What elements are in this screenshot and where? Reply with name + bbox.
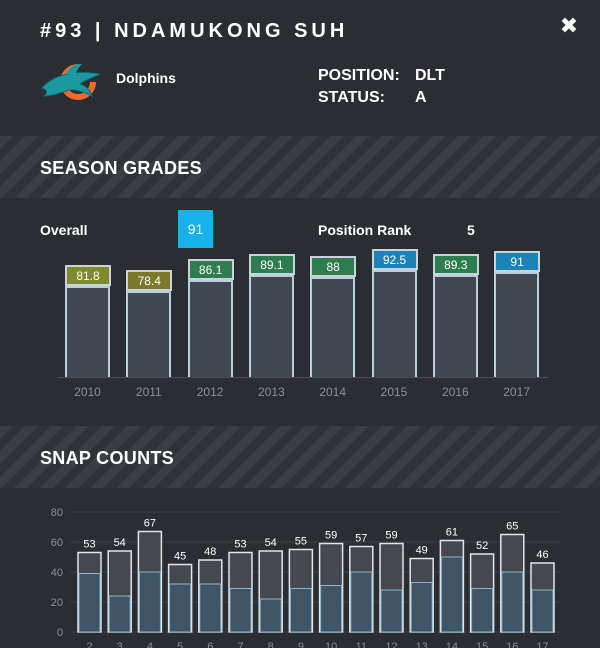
snap-counts-header: SNAP COUNTS bbox=[0, 426, 600, 488]
snap-bar-inner-5 bbox=[169, 583, 192, 633]
snap-bar-inner-17 bbox=[531, 589, 554, 633]
status-row: STATUS: A bbox=[318, 89, 427, 107]
grade-value-2014: 88 bbox=[310, 255, 357, 277]
player-title: #93 | NDAMUKONG SUH bbox=[40, 20, 349, 42]
snap-ytick-0: 0 bbox=[57, 627, 63, 639]
snap-value-17: 46 bbox=[536, 549, 548, 561]
overall-grade-badge: 91 bbox=[178, 210, 213, 248]
snap-value-12: 59 bbox=[385, 530, 397, 542]
snap-week-label-6: 6 bbox=[207, 641, 213, 648]
snap-bar-inner-6 bbox=[199, 583, 222, 633]
snap-value-5: 45 bbox=[174, 551, 186, 563]
status-label: STATUS: bbox=[318, 89, 385, 106]
snap-week-label-2: 2 bbox=[86, 641, 92, 648]
snap-bar-inner-8 bbox=[259, 598, 282, 633]
snap-value-2: 53 bbox=[83, 539, 95, 551]
snap-bar-inner-3 bbox=[108, 595, 131, 633]
snap-bar-inner-10 bbox=[320, 585, 343, 633]
grade-value-2016: 89.3 bbox=[432, 253, 479, 275]
snap-value-11: 57 bbox=[355, 533, 367, 545]
year-label-2017: 2017 bbox=[503, 385, 530, 399]
grade-bar-2016[interactable] bbox=[432, 274, 478, 377]
grade-value-2010: 81.8 bbox=[65, 264, 111, 286]
snap-week-label-4: 4 bbox=[147, 641, 153, 648]
grade-value-2015: 92.5 bbox=[371, 249, 418, 270]
snap-week-label-3: 3 bbox=[117, 641, 123, 648]
year-label-2013: 2013 bbox=[258, 385, 285, 399]
snap-bar-inner-14 bbox=[440, 556, 463, 633]
grade-bar-2010[interactable] bbox=[65, 285, 110, 377]
team-logo bbox=[41, 63, 102, 100]
snap-value-3: 54 bbox=[114, 537, 126, 549]
snap-week-label-16: 16 bbox=[506, 641, 518, 648]
position-label: POSITION: bbox=[318, 67, 400, 84]
snap-bar-inner-12 bbox=[380, 589, 403, 633]
snap-bar-inner-15 bbox=[471, 588, 494, 633]
snap-bar-inner-4 bbox=[138, 571, 161, 633]
status-value: A bbox=[415, 89, 427, 106]
snap-bar-inner-2 bbox=[78, 573, 101, 633]
snap-ytick-80: 80 bbox=[51, 507, 63, 519]
snap-value-8: 54 bbox=[265, 537, 277, 549]
year-label-2010: 2010 bbox=[74, 385, 101, 399]
snap-week-label-17: 17 bbox=[536, 641, 548, 648]
snap-week-label-10: 10 bbox=[325, 641, 337, 648]
year-label-2016: 2016 bbox=[441, 385, 469, 399]
snap-ytick-40: 40 bbox=[51, 567, 63, 579]
grade-bar-2014[interactable] bbox=[310, 276, 356, 377]
player-header: #93 | NDAMUKONG SUH ✖ Dolphins POSITION:… bbox=[0, 0, 600, 134]
grade-bar-2013[interactable] bbox=[248, 275, 294, 377]
overall-label: Overall bbox=[40, 222, 88, 238]
snap-value-14: 61 bbox=[446, 527, 458, 539]
position-row: POSITION: DLT bbox=[318, 67, 445, 85]
year-label-2011: 2011 bbox=[135, 385, 162, 399]
snap-week-label-9: 9 bbox=[298, 641, 304, 648]
season-grades-header: SEASON GRADES bbox=[0, 136, 600, 198]
team-name: Dolphins bbox=[116, 70, 176, 86]
snap-week-label-7: 7 bbox=[237, 641, 243, 648]
year-label-2015: 2015 bbox=[380, 385, 408, 399]
grade-value-2017: 91 bbox=[494, 251, 541, 273]
snap-bar-inner-7 bbox=[229, 588, 252, 633]
position-rank-value: 5 bbox=[467, 222, 475, 238]
snap-value-16: 65 bbox=[506, 521, 518, 533]
position-rank-label: Position Rank bbox=[318, 222, 412, 238]
snap-value-4: 67 bbox=[144, 518, 156, 530]
snap-ytick-60: 60 bbox=[51, 537, 63, 549]
snap-week-label-14: 14 bbox=[446, 641, 458, 648]
snap-counts-chart: 0204060805325436744554865375485595910571… bbox=[51, 507, 560, 648]
snap-value-10: 59 bbox=[325, 530, 337, 542]
snap-week-label-8: 8 bbox=[268, 641, 274, 648]
snap-week-label-11: 11 bbox=[356, 641, 367, 648]
snap-week-label-15: 15 bbox=[476, 641, 488, 648]
snap-counts-title: SNAP COUNTS bbox=[40, 448, 174, 468]
snap-week-label-13: 13 bbox=[416, 641, 428, 648]
snap-bar-inner-11 bbox=[350, 571, 373, 633]
grades-axis-line bbox=[58, 377, 548, 378]
season-grades-title: SEASON GRADES bbox=[40, 158, 202, 178]
snap-bar-inner-16 bbox=[501, 571, 524, 633]
snap-bar-inner-13 bbox=[410, 582, 433, 633]
grade-bar-2017[interactable] bbox=[494, 272, 540, 377]
snap-bar-inner-9 bbox=[289, 588, 312, 633]
snap-value-13: 49 bbox=[416, 545, 428, 557]
grade-bar-2012[interactable] bbox=[187, 279, 233, 377]
snap-week-label-5: 5 bbox=[177, 641, 183, 648]
grade-value-2012: 86.1 bbox=[187, 258, 234, 280]
grade-bar-2011[interactable] bbox=[126, 291, 172, 377]
year-label-2012: 2012 bbox=[196, 385, 224, 399]
snap-value-6: 48 bbox=[204, 546, 216, 558]
position-value: DLT bbox=[415, 67, 445, 84]
grade-bar-2015[interactable] bbox=[371, 270, 417, 377]
year-label-2014: 2014 bbox=[319, 385, 347, 399]
snap-value-15: 52 bbox=[476, 540, 488, 552]
snap-value-7: 53 bbox=[234, 539, 246, 551]
snap-ytick-20: 20 bbox=[51, 597, 63, 609]
snap-week-label-12: 12 bbox=[385, 641, 397, 648]
grade-value-2011: 78.4 bbox=[126, 270, 173, 291]
snap-value-9: 55 bbox=[295, 536, 307, 548]
close-icon[interactable]: ✖ bbox=[559, 13, 579, 38]
grade-value-2013: 89.1 bbox=[248, 254, 295, 276]
